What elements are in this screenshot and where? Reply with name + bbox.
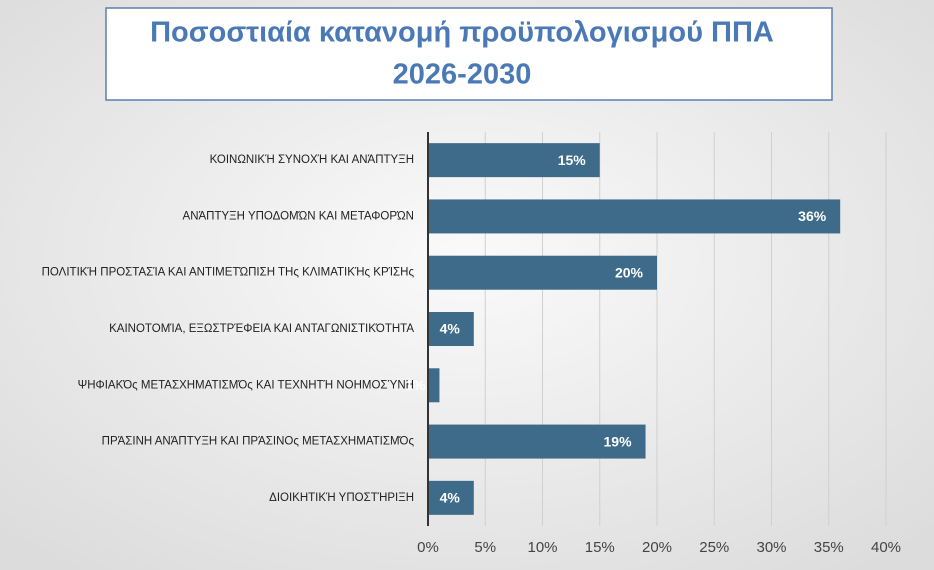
bar xyxy=(428,312,474,346)
category-label: ΚΑΙΝΟΤΟΜΊΑ, ΕΞΩΣΤΡΈΦΕΙΑ ΚΑΙ ΑΝΤΑΓΩΝΙΣΤΙΚ… xyxy=(109,323,414,335)
bar xyxy=(428,255,657,290)
x-tick-label: 15% xyxy=(585,539,615,556)
value-label: 4% xyxy=(440,321,461,337)
title-box xyxy=(105,7,833,101)
category-label: ΚΟΙΝΩΝΙΚΉ ΣΥΝΟΧΉ ΚΑΙ ΑΝΆΠΤΥΞΗ xyxy=(210,154,414,166)
x-tick-label: 30% xyxy=(756,539,786,556)
x-tick-label: 5% xyxy=(474,539,496,556)
bar xyxy=(428,424,646,459)
value-label: 20% xyxy=(615,264,644,280)
x-tick-label: 25% xyxy=(699,539,729,556)
value-label: 15% xyxy=(558,152,587,168)
x-tick-label: 40% xyxy=(871,539,901,556)
category-label: ΔΙΟΙΚΗΤΙΚΉ ΥΠΟΣΤΉΡΙΞΗ xyxy=(269,492,414,504)
chart-title: 2026-2030 xyxy=(393,59,532,91)
x-tick-label: 10% xyxy=(527,539,557,556)
chart-title: Ποσοστιαία κατανομή προϋπολογισμού ΠΠΑ xyxy=(150,17,774,49)
value-label: 1% xyxy=(405,377,426,393)
value-label: 36% xyxy=(798,208,827,224)
category-label: ΠΡΆΣΙΝΗ ΑΝΆΠΤΥΞΗ ΚΑΙ ΠΡΆΣΙΝΟς ΜΕΤΑΣΧΗΜΑΤ… xyxy=(102,436,415,448)
bar xyxy=(428,199,841,234)
x-tick-label: 0% xyxy=(417,539,439,556)
category-label: ΠΟΛΙΤΙΚΉ ΠΡΟΣΤΑΣΊΑ ΚΑΙ ΑΝΤΙΜΕΤΏΠΙΣΗ ΤΗς … xyxy=(42,267,415,279)
bar xyxy=(428,143,600,178)
value-label: 19% xyxy=(604,433,633,449)
category-label: ΑΝΆΠΤΥΞΗ ΥΠΟΔΟΜΏΝ ΚΑΙ ΜΕΤΑΦΟΡΏΝ xyxy=(183,210,414,222)
value-label: 4% xyxy=(440,490,461,506)
bar xyxy=(428,480,474,515)
x-tick-label: 35% xyxy=(814,539,844,556)
category-label: ΨΗΦΙΑΚΌς ΜΕΤΑΣΧΗΜΑΤΙΣΜΌς ΚΑΙ ΤΕΧΝΗΤΉ ΝΟΗ… xyxy=(78,379,414,391)
bar xyxy=(428,368,440,403)
x-tick-label: 20% xyxy=(642,539,672,556)
